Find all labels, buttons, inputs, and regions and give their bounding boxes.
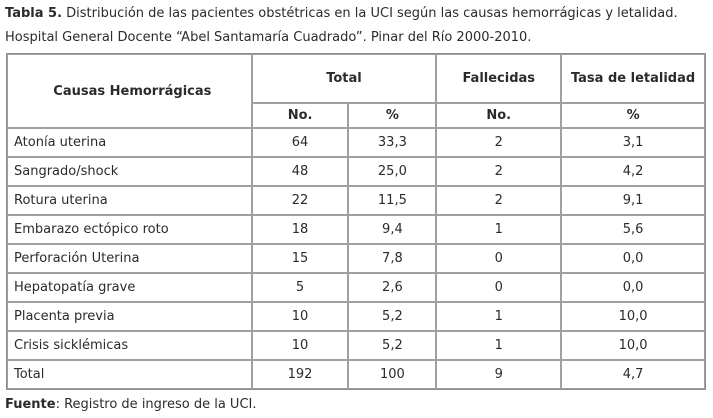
cell-pct: 5,2: [348, 331, 437, 360]
cell-pct: 5,2: [348, 302, 437, 331]
cell-fall: 0: [436, 273, 562, 302]
cell-cause: Embarazo ectópico roto: [7, 215, 252, 244]
cell-no: 5: [251, 273, 349, 302]
source-text: : Registro de ingreso de la UCI.: [55, 397, 257, 412]
cell-pct: 9,4: [348, 215, 437, 244]
cell-fall: 2: [436, 157, 562, 186]
cell-tasa: 0,0: [561, 244, 705, 273]
cell-cause: Rotura uterina: [7, 186, 252, 215]
cell-no: 10: [251, 331, 349, 360]
cell-tasa: 4,2: [561, 157, 705, 186]
cell-tasa: 0,0: [561, 273, 705, 302]
cell-cause: Sangrado/shock: [7, 157, 252, 186]
cell-pct: 100: [348, 360, 437, 389]
cell-fall: 1: [436, 302, 562, 331]
cell-pct: 25,0: [348, 157, 437, 186]
header-causes: Causas Hemorrágicas: [7, 54, 252, 128]
cell-pct: 2,6: [348, 273, 437, 302]
cell-no: 15: [251, 244, 349, 273]
cell-tasa: 3,1: [561, 128, 705, 157]
cell-cause: Perforación Uterina: [7, 244, 252, 273]
cell-no: 48: [251, 157, 349, 186]
cell-cause: Atonía uterina: [7, 128, 252, 157]
cell-fall: 9: [436, 360, 562, 389]
cell-no: 192: [251, 360, 349, 389]
cell-no: 22: [251, 186, 349, 215]
header-fallecidas: Fallecidas: [436, 54, 562, 103]
cell-tasa: 10,0: [561, 302, 705, 331]
data-table: Causas Hemorrágicas Total Fallecidas Tas…: [6, 53, 706, 390]
header-tasa-pct: %: [561, 103, 705, 128]
table-row-total: Total 192 100 9 4,7: [7, 360, 705, 389]
table-row: Atonía uterina 64 33,3 2 3,1: [7, 128, 705, 157]
table-row: Sangrado/shock 48 25,0 2 4,2: [7, 157, 705, 186]
cell-fall: 1: [436, 215, 562, 244]
header-tasa: Tasa de letalidad: [561, 54, 705, 103]
table-row: Hepatopatía grave 5 2,6 0 0,0: [7, 273, 705, 302]
table-caption: Tabla 5. Distribución de las pacientes o…: [5, 2, 705, 50]
cell-no: 18: [251, 215, 349, 244]
caption-label: Tabla 5.: [5, 6, 63, 21]
cell-tasa: 10,0: [561, 331, 705, 360]
cell-tasa: 5,6: [561, 215, 705, 244]
cell-cause: Placenta previa: [7, 302, 252, 331]
cell-fall: 2: [436, 128, 562, 157]
table-row: Rotura uterina 22 11,5 2 9,1: [7, 186, 705, 215]
cell-cause: Crisis sicklémicas: [7, 331, 252, 360]
cell-fall: 2: [436, 186, 562, 215]
cell-tasa: 9,1: [561, 186, 705, 215]
header-total: Total: [251, 54, 437, 103]
cell-pct: 11,5: [348, 186, 437, 215]
table-row: Embarazo ectópico roto 18 9,4 1 5,6: [7, 215, 705, 244]
cell-no: 64: [251, 128, 349, 157]
cell-fall: 0: [436, 244, 562, 273]
table-row: Crisis sicklémicas 10 5,2 1 10,0: [7, 331, 705, 360]
cell-fall: 1: [436, 331, 562, 360]
table-row: Perforación Uterina 15 7,8 0 0,0: [7, 244, 705, 273]
source-note: Fuente: Registro de ingreso de la UCI.: [5, 397, 256, 412]
cell-cause: Total: [7, 360, 252, 389]
cell-cause: Hepatopatía grave: [7, 273, 252, 302]
table-row: Placenta previa 10 5,2 1 10,0: [7, 302, 705, 331]
header-total-no: No.: [251, 103, 349, 128]
caption-text: Distribución de las pacientes obstétrica…: [5, 6, 678, 45]
header-fall-no: No.: [436, 103, 562, 128]
cell-pct: 7,8: [348, 244, 437, 273]
header-total-pct: %: [348, 103, 437, 128]
source-label: Fuente: [5, 397, 56, 412]
cell-no: 10: [251, 302, 349, 331]
cell-pct: 33,3: [348, 128, 437, 157]
cell-tasa: 4,7: [561, 360, 705, 389]
